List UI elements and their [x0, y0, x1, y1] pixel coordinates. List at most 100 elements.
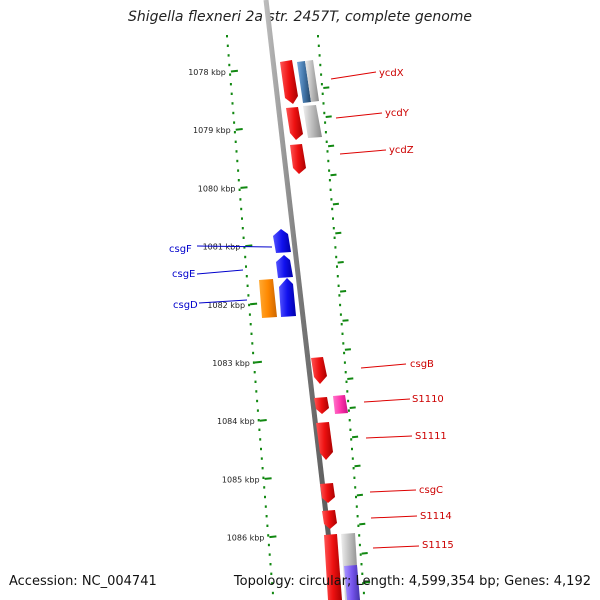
minor-tick: [342, 319, 349, 322]
tick-label: 1082 kbp: [207, 301, 245, 310]
label-csgF: csgF: [169, 244, 192, 255]
tick-dot: [267, 543, 270, 547]
major-tick: [269, 535, 277, 539]
label-csgB: csgB: [410, 359, 434, 370]
minor-tick: [337, 261, 344, 264]
tick-dot: [346, 390, 349, 393]
tick-dot: [347, 399, 350, 403]
minor-tick: [340, 290, 347, 293]
tick-dot: [266, 524, 269, 527]
tick-dot: [269, 563, 272, 566]
gene-S1114[interactable]: [322, 510, 337, 529]
tick-dot: [359, 553, 362, 556]
tick-dot: [362, 582, 365, 585]
gene-S1110[interactable]: [314, 397, 329, 414]
tick-dot: [328, 169, 331, 172]
tick-dot: [240, 207, 243, 211]
gene-feature-purple[interactable]: [344, 565, 360, 600]
tick-dot: [271, 591, 274, 595]
tick-dot: [343, 351, 346, 355]
tick-dot: [324, 121, 327, 124]
tick-dot: [339, 303, 342, 307]
gene-csgB[interactable]: [311, 357, 327, 384]
map-title: Shigella flexneri 2a str. 2457T, complet…: [127, 9, 473, 25]
tick-dot: [328, 179, 331, 182]
tick-dot: [317, 44, 320, 47]
minor-tick: [344, 348, 351, 351]
tick-dot: [355, 505, 358, 508]
tick-dot: [231, 102, 234, 105]
tick-dot: [345, 380, 348, 383]
tick-dot: [352, 467, 355, 470]
tick-dot: [245, 275, 248, 278]
tick-dot: [337, 284, 340, 287]
tick-dot: [347, 409, 350, 412]
tick-dot: [267, 534, 270, 537]
tick-dot: [255, 390, 258, 393]
tick-dot: [237, 169, 240, 172]
gene-csgD[interactable]: [279, 278, 296, 317]
tick-dot: [318, 54, 321, 57]
tick-dot: [248, 303, 251, 307]
tick-dot: [336, 265, 338, 268]
tick-dot: [271, 582, 274, 585]
gene-csgF[interactable]: [273, 229, 291, 253]
gene-features: [259, 60, 360, 600]
tick-dot: [330, 198, 333, 201]
tick-dot: [229, 83, 232, 86]
tick-dot: [358, 534, 361, 537]
tick-dot: [226, 35, 228, 38]
left-tick-dots: [226, 35, 274, 595]
gene-feature-orange[interactable]: [259, 279, 277, 318]
tick-dot: [259, 438, 262, 441]
tick-dot: [228, 63, 231, 67]
tick-dot: [357, 524, 360, 527]
minor-tick: [364, 581, 371, 584]
gene-feature-steel[interactable]: [297, 61, 311, 103]
tick-labels: 1078 kbp 1079 kbp 1080 kbp 1081 kbp 1082 kbp…: [188, 68, 277, 543]
tick-label: 1086 kbp: [227, 534, 265, 543]
tick-dot: [232, 111, 235, 115]
gene-ycdZ[interactable]: [290, 144, 306, 174]
tick-dot: [256, 409, 259, 412]
minor-tick: [347, 377, 354, 380]
tick-dot: [252, 361, 255, 364]
gene-S1115[interactable]: [324, 534, 342, 600]
tick-label: 1084 kbp: [217, 417, 255, 426]
tick-dot: [237, 179, 240, 182]
label-S1115: S1115: [422, 540, 454, 551]
gene-feature-grey-1[interactable]: [305, 60, 319, 102]
tick-dot: [324, 131, 327, 134]
gene-S1111[interactable]: [316, 422, 333, 460]
label-csgD: csgD: [173, 300, 198, 311]
label-ycdY: ycdY: [385, 108, 410, 119]
tick-dot: [239, 198, 242, 201]
label-leader-lines: [196, 71, 420, 549]
tick-label: 1080 kbp: [198, 184, 236, 193]
tick-dot: [344, 371, 347, 374]
major-tick: [264, 477, 272, 480]
tick-dot: [242, 236, 245, 239]
gene-feature-grey-2[interactable]: [303, 105, 322, 138]
major-tick: [230, 69, 238, 73]
tick-dot: [233, 131, 236, 134]
label-csgC: csgC: [419, 485, 443, 496]
tick-dot: [264, 505, 267, 508]
tick-dot: [251, 342, 254, 345]
minor-tick: [323, 86, 330, 89]
tick-dot: [349, 428, 352, 431]
tick-label: 1081 kbp: [203, 243, 241, 252]
gene-csgC[interactable]: [320, 483, 335, 503]
tick-dot: [325, 140, 328, 143]
tick-dot: [332, 217, 334, 220]
tick-dot: [229, 73, 232, 76]
gene-ycdY[interactable]: [286, 107, 303, 140]
tick-dot: [326, 150, 329, 153]
gene-csgE[interactable]: [276, 255, 293, 278]
gene-feature-pink[interactable]: [333, 395, 348, 414]
gene-ycdX[interactable]: [280, 60, 298, 104]
label-S1114: S1114: [420, 511, 452, 522]
major-tick: [245, 244, 253, 248]
tick-dot: [244, 255, 247, 259]
